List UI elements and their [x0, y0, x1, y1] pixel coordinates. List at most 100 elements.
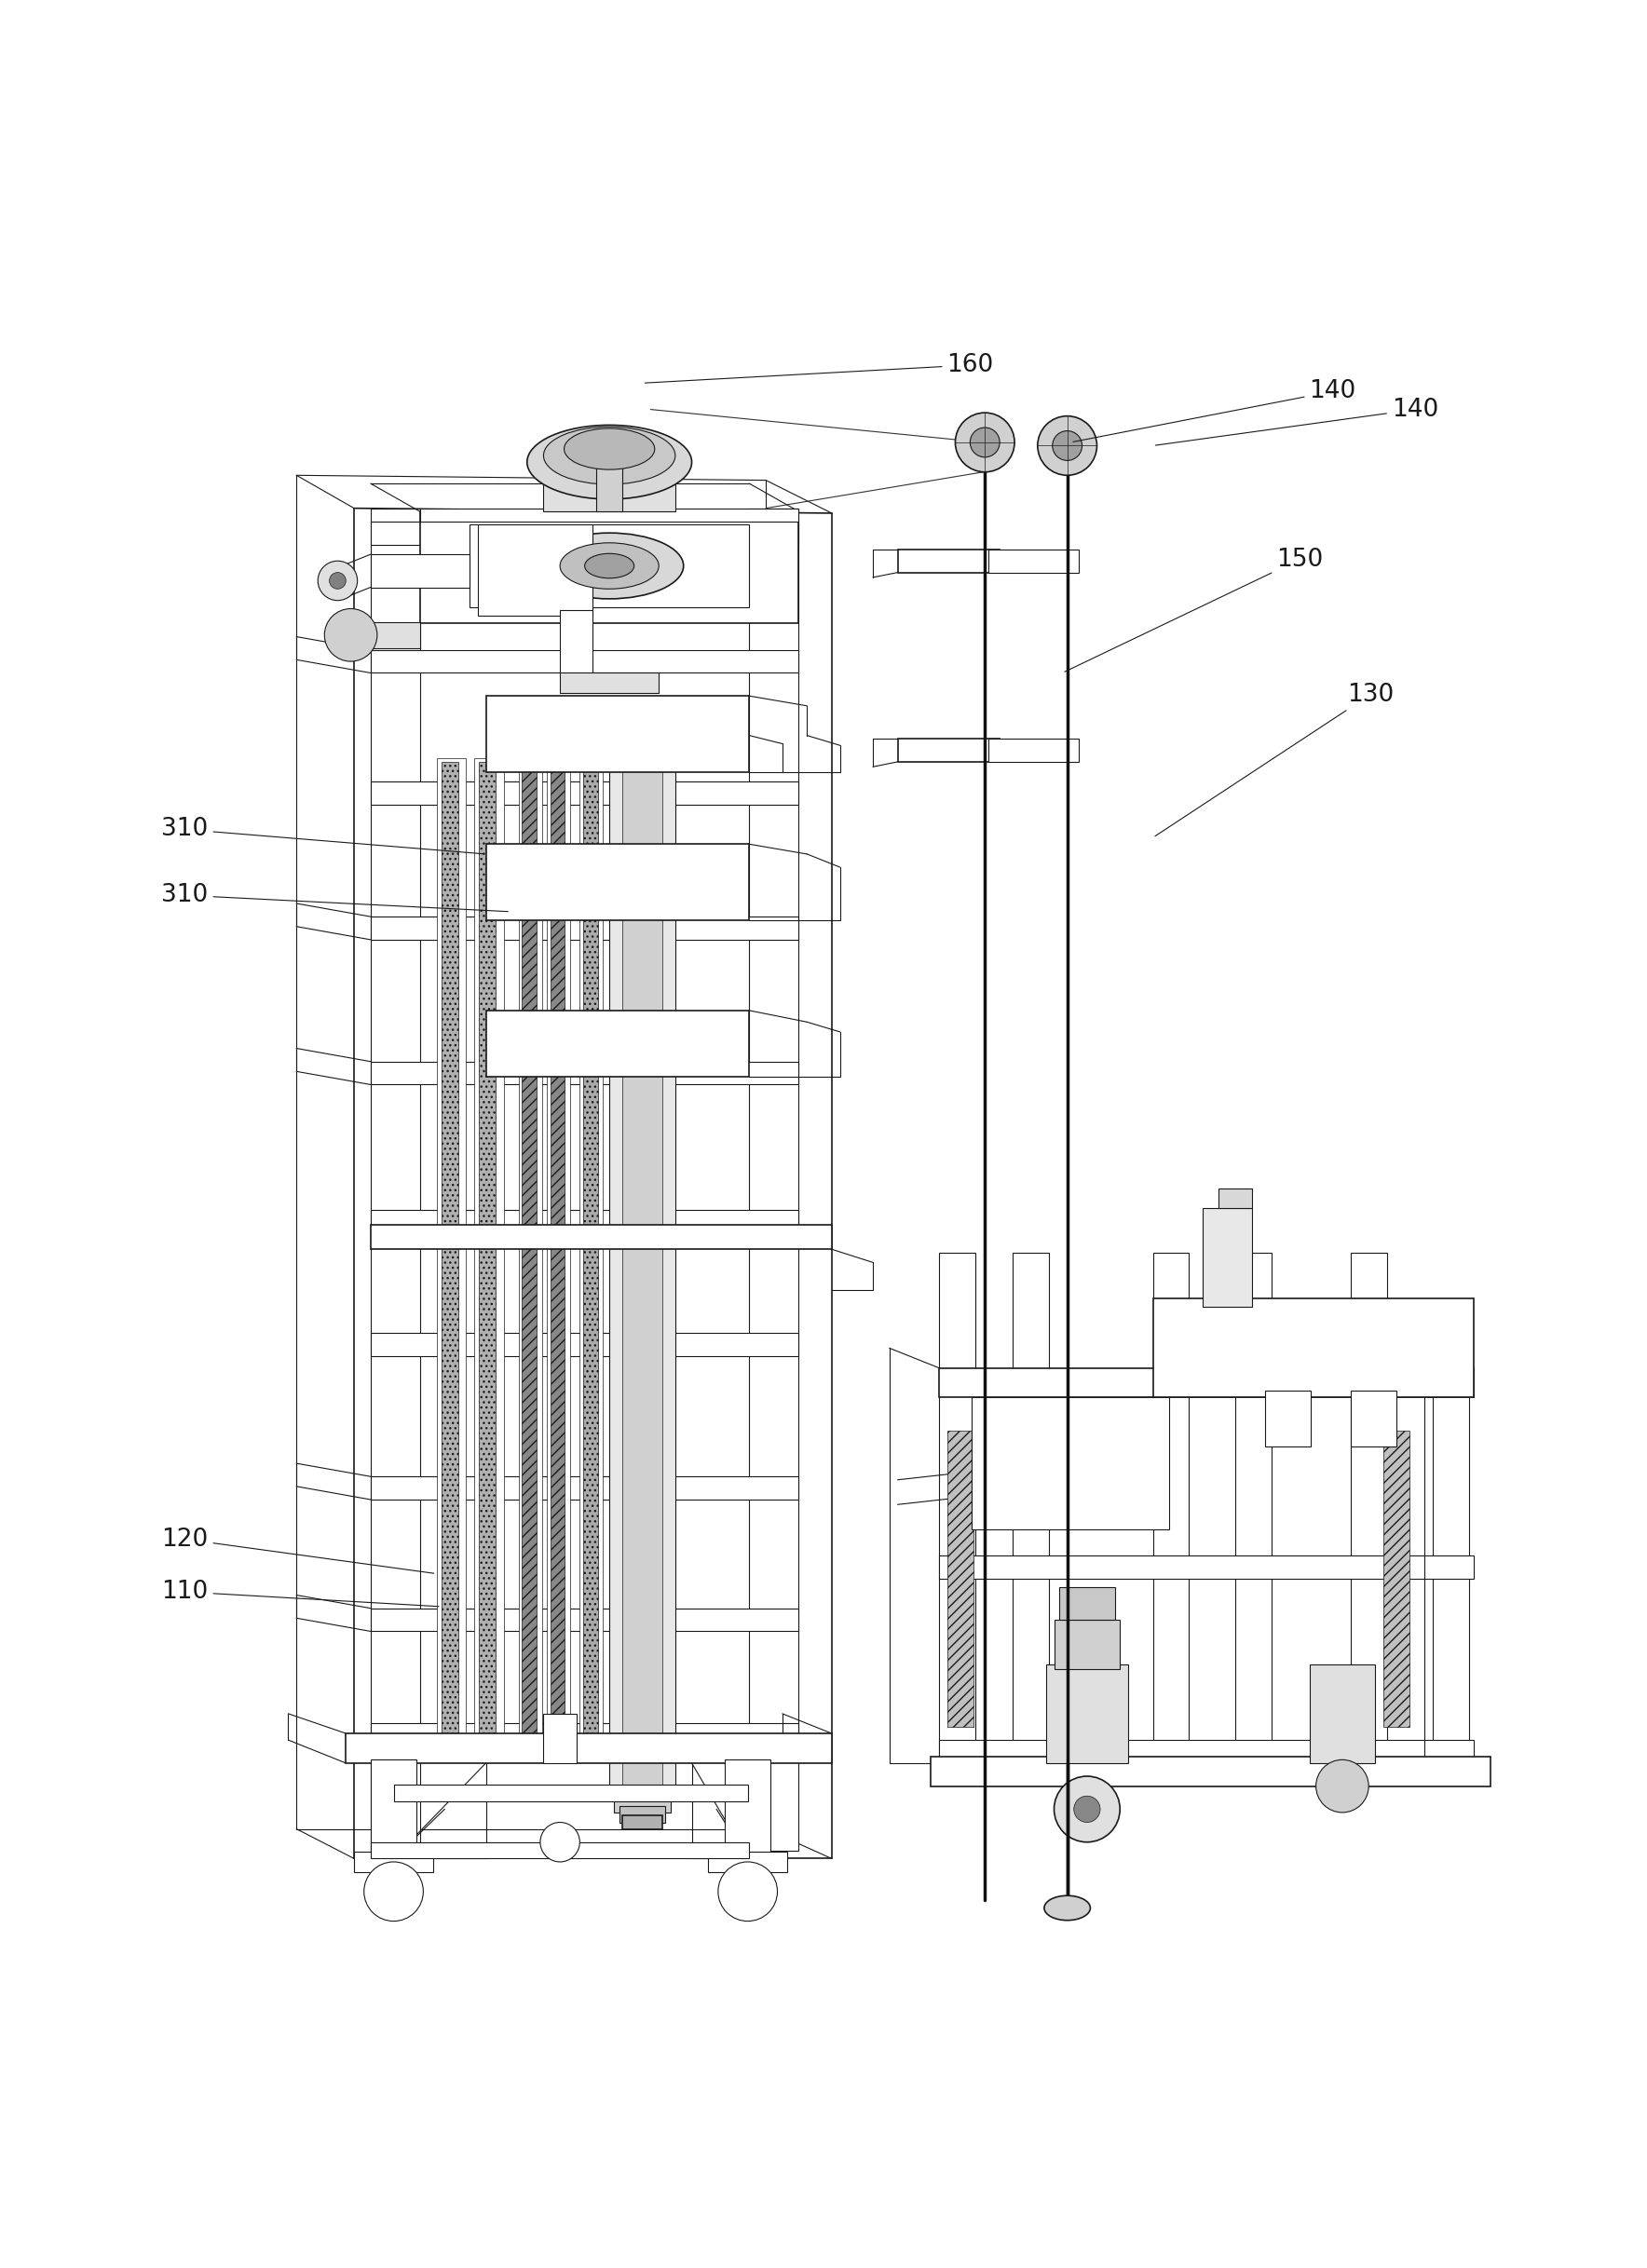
Bar: [1351, 1390, 1397, 1447]
Bar: [371, 1760, 417, 1857]
Bar: [725, 1760, 771, 1857]
Circle shape: [364, 1862, 423, 1921]
Bar: [972, 1397, 1169, 1529]
Bar: [486, 1012, 749, 1077]
Bar: [939, 1368, 1474, 1397]
Bar: [547, 758, 570, 1746]
Bar: [354, 1853, 433, 1871]
Bar: [708, 1853, 787, 1871]
Bar: [560, 610, 593, 676]
Bar: [479, 762, 496, 1744]
Bar: [1059, 1588, 1115, 1619]
Bar: [420, 513, 799, 624]
Ellipse shape: [535, 533, 684, 599]
Ellipse shape: [563, 429, 654, 469]
Bar: [522, 762, 537, 1744]
Text: 120: 120: [161, 1526, 433, 1574]
Bar: [371, 1724, 799, 1746]
Ellipse shape: [1044, 1896, 1090, 1921]
Circle shape: [1316, 1760, 1369, 1812]
Bar: [1383, 1431, 1410, 1726]
Bar: [544, 479, 675, 513]
Bar: [1153, 1252, 1189, 1762]
Bar: [486, 696, 749, 771]
Bar: [560, 674, 659, 692]
Bar: [623, 755, 662, 1792]
Text: 140: 140: [1156, 397, 1438, 445]
Bar: [583, 762, 598, 1744]
Bar: [1235, 1252, 1271, 1762]
Bar: [988, 739, 1079, 762]
Bar: [609, 755, 675, 1792]
Bar: [988, 549, 1079, 572]
Bar: [1433, 1352, 1469, 1762]
Bar: [394, 1785, 748, 1801]
Text: 110: 110: [161, 1581, 438, 1606]
Bar: [939, 1556, 1474, 1579]
Bar: [1309, 1665, 1375, 1762]
Bar: [371, 508, 420, 1851]
Bar: [1054, 1619, 1120, 1669]
Bar: [1265, 1390, 1311, 1447]
Text: 160: 160: [646, 354, 993, 383]
Bar: [346, 1733, 832, 1762]
Bar: [1153, 1300, 1474, 1397]
Ellipse shape: [527, 424, 692, 499]
Bar: [371, 782, 799, 805]
Bar: [580, 758, 603, 1746]
Bar: [371, 1842, 749, 1857]
Bar: [550, 762, 565, 1744]
Bar: [931, 1755, 1491, 1787]
Circle shape: [329, 572, 346, 590]
Bar: [749, 508, 799, 1851]
Bar: [619, 1805, 665, 1823]
Bar: [371, 1608, 799, 1631]
Bar: [1202, 1209, 1252, 1306]
Bar: [519, 758, 542, 1746]
Bar: [420, 508, 799, 522]
Bar: [441, 762, 458, 1744]
Bar: [371, 1209, 799, 1234]
Bar: [939, 1740, 1474, 1762]
Bar: [371, 553, 469, 587]
Circle shape: [1054, 1776, 1120, 1842]
Ellipse shape: [560, 542, 659, 590]
Circle shape: [1052, 431, 1082, 460]
Bar: [623, 1817, 662, 1828]
Bar: [371, 1476, 799, 1499]
Circle shape: [1038, 415, 1097, 476]
Bar: [371, 1061, 799, 1084]
Circle shape: [1074, 1796, 1100, 1823]
Bar: [486, 844, 749, 921]
Bar: [478, 524, 593, 615]
Bar: [947, 1431, 973, 1726]
Bar: [371, 916, 799, 939]
Bar: [898, 739, 1000, 762]
Text: 310: 310: [161, 816, 483, 853]
Ellipse shape: [585, 553, 634, 578]
Circle shape: [970, 429, 1000, 458]
Bar: [371, 1334, 799, 1356]
Bar: [371, 1225, 832, 1250]
Bar: [474, 758, 504, 1746]
Bar: [371, 522, 799, 544]
Text: 150: 150: [1064, 547, 1323, 671]
Bar: [436, 758, 466, 1746]
Bar: [1046, 1665, 1128, 1762]
Bar: [939, 1252, 975, 1762]
Bar: [898, 549, 1000, 572]
Circle shape: [540, 1823, 580, 1862]
Circle shape: [718, 1862, 777, 1921]
Bar: [544, 1715, 576, 1762]
Bar: [1219, 1188, 1252, 1209]
Bar: [596, 463, 623, 513]
Bar: [371, 651, 799, 674]
Bar: [371, 621, 420, 649]
Circle shape: [955, 413, 1015, 472]
Text: 130: 130: [1155, 683, 1393, 837]
Bar: [1013, 1252, 1049, 1762]
Circle shape: [324, 608, 377, 662]
Ellipse shape: [544, 426, 675, 485]
Bar: [614, 1787, 670, 1812]
Bar: [469, 524, 749, 608]
